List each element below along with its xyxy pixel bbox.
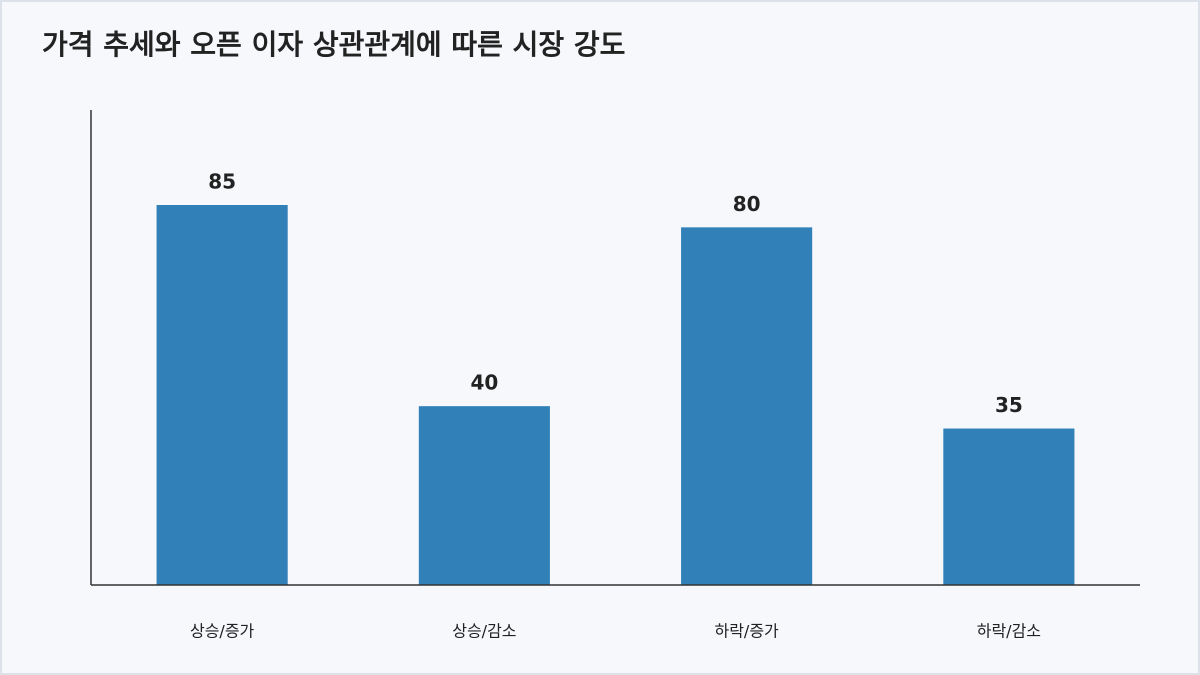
bar: [681, 227, 813, 585]
chart-title: 가격 추세와 오픈 이자 상관관계에 따른 시장 강도: [42, 28, 625, 61]
x-tick-label: 하락/증가: [714, 622, 779, 641]
data-label: 85: [208, 170, 236, 194]
bar: [156, 205, 288, 585]
x-tick-label: 하락/감소: [977, 622, 1041, 641]
data-label: 80: [733, 192, 761, 216]
data-label: 35: [995, 393, 1023, 417]
bar: [943, 428, 1075, 585]
x-tick-label: 상승/감소: [452, 622, 516, 641]
data-label: 40: [470, 371, 498, 395]
bar: [418, 406, 550, 585]
x-tick-label: 상승/증가: [190, 622, 255, 641]
